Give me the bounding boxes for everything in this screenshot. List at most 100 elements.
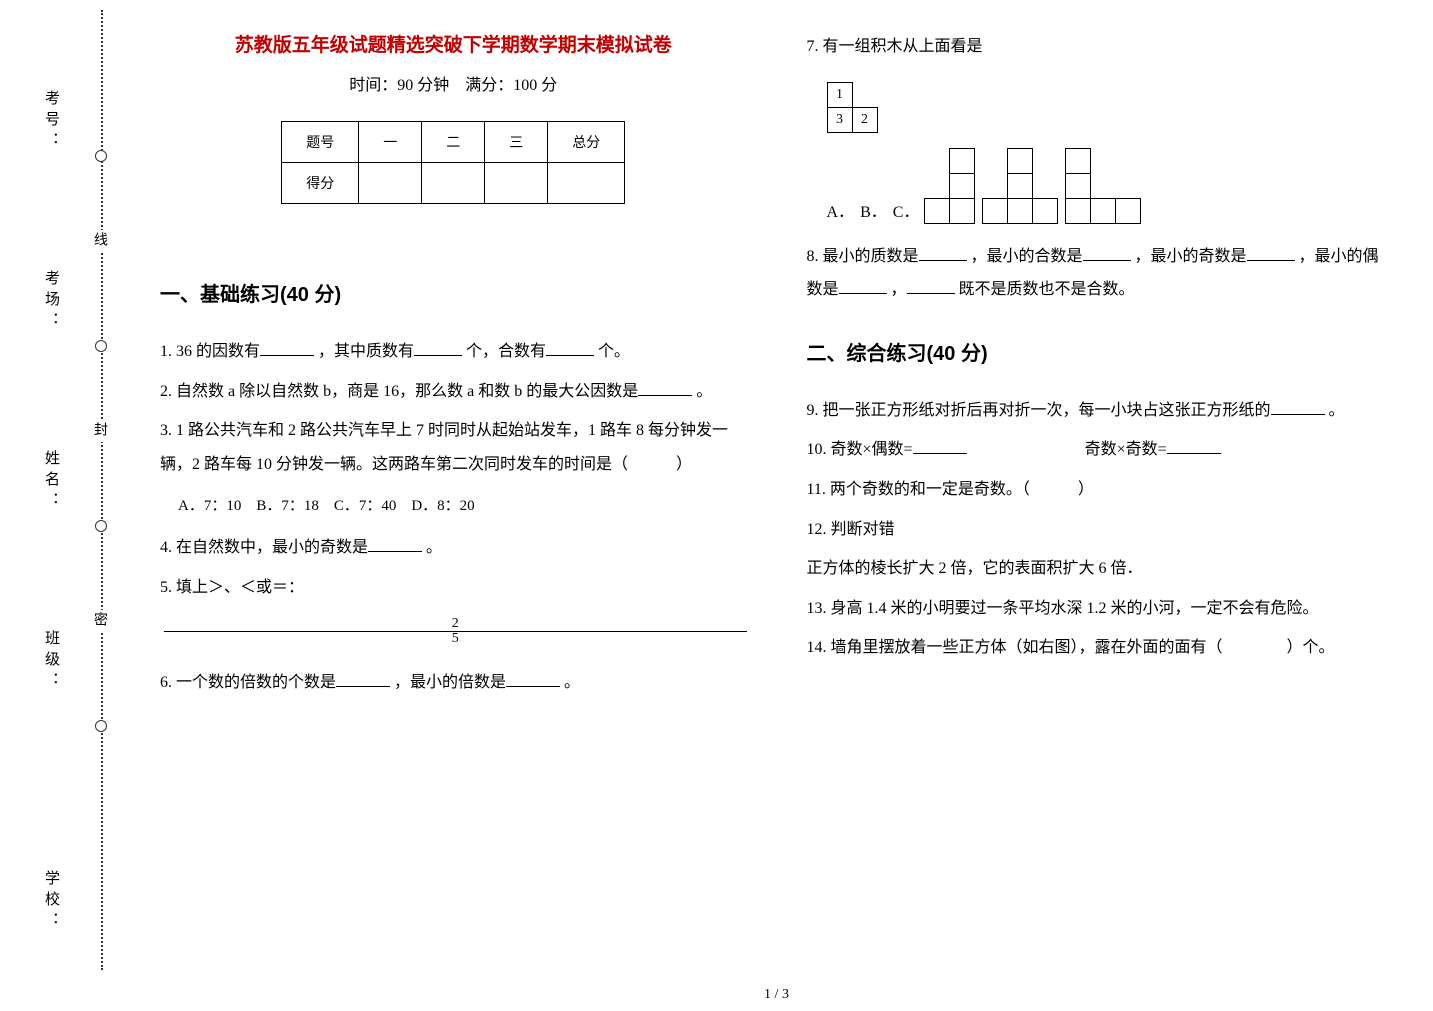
binding-sidebar: 考号： 考场： 姓名： 班级： 学校： 线 封 密 <box>0 0 120 1011</box>
q-text: 1. 36 的因数有 <box>160 343 260 360</box>
blank <box>913 438 967 454</box>
question-10: 10. 奇数×偶数= 奇数×奇数= <box>807 433 1394 467</box>
q-text: 12. 判断对错 <box>807 521 895 538</box>
question-9: 9. 把一张正方形纸对折后再对折一次，每一小块占这张正方形纸的 。 <box>807 394 1394 428</box>
q-text: 14. 墙角里摆放着一些正方体（如右图），露在外面的面有（ ）个。 <box>807 639 1335 656</box>
question-12: 12. 判断对错 <box>807 513 1394 547</box>
q-text: ，其中质数有 <box>318 343 414 360</box>
q-text: 11. 两个奇数的和一定是奇数。（ ） <box>807 481 1094 498</box>
fraction-2-5: 2 5 <box>164 617 747 646</box>
q-text: 。 <box>564 674 580 691</box>
q-text: 。 <box>1329 402 1345 419</box>
page-number: 1 / 3 <box>764 987 789 1003</box>
blank <box>368 536 422 552</box>
block-cell: 3 <box>827 107 853 133</box>
blocks-row: 1 <box>827 82 1394 108</box>
question-7: 7. 有一组积木从上面看是 <box>807 30 1394 64</box>
blank <box>414 340 462 356</box>
circle-marker <box>95 150 107 162</box>
question-2: 2. 自然数 a 除以自然数 b，商是 16，那么数 a 和数 b 的最大公因数… <box>160 375 747 409</box>
q-text: 13. 身高 1.4 米的小明要过一条平均水深 1.2 米的小河，一定不会有危险… <box>807 600 1319 617</box>
section-2-title: 二、综合练习(40 分) <box>807 337 1394 366</box>
q-text: 正方体的棱长扩大 2 倍，它的表面积扩大 6 倍． <box>807 560 1143 577</box>
sidebar-label-name: 姓名： <box>41 450 62 513</box>
blank <box>336 671 390 687</box>
q-text: 2. 自然数 a 除以自然数 b，商是 16，那么数 a 和数 b 的最大公因数… <box>160 383 638 400</box>
question-5: 5. 填上＞、＜或＝： <box>160 571 747 605</box>
blank <box>260 340 314 356</box>
q-text: 6. 一个数的倍数的个数是 <box>160 674 336 691</box>
question-12-body: 正方体的棱长扩大 2 倍，它的表面积扩大 6 倍． <box>807 552 1394 586</box>
option-label-b: B． <box>860 198 887 224</box>
q7-top-view: 1 32 <box>827 82 1394 133</box>
paper-subtitle: 时间：90 分钟 满分：100 分 <box>160 71 747 95</box>
question-14: 14. 墙角里摆放着一些正方体（如右图），露在外面的面有（ ）个。 <box>807 631 1394 665</box>
blank <box>1271 399 1325 415</box>
option-label-c: C． <box>893 198 920 224</box>
q-text: 8. 最小的质数是 <box>807 248 919 265</box>
score-table: 题号 一 二 三 总分 得分 <box>281 121 625 204</box>
sidebar-label-room: 考场： <box>41 270 62 333</box>
score-cell <box>485 163 548 204</box>
q-text: ，最小的倍数是 <box>394 674 506 691</box>
score-row-label: 得分 <box>282 163 359 204</box>
blocks-row: 32 <box>827 107 1394 133</box>
question-11: 11. 两个奇数的和一定是奇数。（ ） <box>807 473 1394 507</box>
blank <box>546 340 594 356</box>
blank <box>919 245 967 261</box>
q-text: 。 <box>426 539 442 556</box>
score-col-header: 总分 <box>548 122 625 163</box>
q-text: 5. 填上＞、＜或＝： <box>160 579 304 596</box>
score-col-header: 一 <box>359 122 422 163</box>
sidebar-label-examno: 考号： <box>41 90 62 153</box>
seal-text-xian: 线 <box>89 230 109 252</box>
question-4: 4. 在自然数中，最小的奇数是 。 <box>160 531 747 565</box>
sidebar-label-school: 学校： <box>41 870 62 933</box>
table-row: 题号 一 二 三 总分 <box>282 122 625 163</box>
q-text: 个，合数有 <box>466 343 546 360</box>
content-area: 苏教版五年级试题精选突破下学期数学期末模拟试卷 时间：90 分钟 满分：100 … <box>120 0 1433 1011</box>
option-label-a: A． <box>827 198 855 224</box>
q-text: ， <box>891 281 907 298</box>
q-text: 个。 <box>598 343 630 360</box>
score-cell <box>359 163 422 204</box>
score-col-header: 三 <box>485 122 548 163</box>
q-text: 既不是质数也不是合数。 <box>959 281 1135 298</box>
question-3-options: A．7：10 B．7：18 C．7：40 D．8：20 <box>178 491 747 521</box>
blank <box>1083 245 1131 261</box>
table-row: 得分 <box>282 163 625 204</box>
q-text: 9. 把一张正方形纸对折后再对折一次，每一小块占这张正方形纸的 <box>807 402 1271 419</box>
blank <box>1247 245 1295 261</box>
q-text: 3. 1 路公共汽车和 2 路公共汽车早上 7 时同时从起始站发车，1 路车 8… <box>160 422 728 473</box>
left-column: 苏教版五年级试题精选突破下学期数学期末模拟试卷 时间：90 分钟 满分：100 … <box>160 30 747 991</box>
block-cell: 1 <box>827 82 853 108</box>
q-text: 4. 在自然数中，最小的奇数是 <box>160 539 368 556</box>
q-text: ，最小的合数是 <box>971 248 1083 265</box>
shape-a <box>925 149 975 224</box>
fraction-numerator: 2 <box>164 617 747 632</box>
circle-marker <box>95 520 107 532</box>
q-text: 10. 奇数×偶数= <box>807 441 913 458</box>
circle-marker <box>95 340 107 352</box>
section-1-title: 一、基础练习(40 分) <box>160 278 747 307</box>
q-text: 奇数×奇数= <box>1085 441 1167 458</box>
fraction-denominator: 5 <box>164 632 747 646</box>
blank <box>638 380 692 396</box>
question-13: 13. 身高 1.4 米的小明要过一条平均水深 1.2 米的小河，一定不会有危险… <box>807 592 1394 626</box>
sidebar-label-class: 班级： <box>41 630 62 693</box>
score-cell <box>548 163 625 204</box>
question-3: 3. 1 路公共汽车和 2 路公共汽车早上 7 时同时从起始站发车，1 路车 8… <box>160 414 747 481</box>
score-col-header: 题号 <box>282 122 359 163</box>
shape-c <box>1066 149 1141 224</box>
shape-b <box>983 149 1058 224</box>
blank <box>839 278 887 294</box>
blank <box>907 278 955 294</box>
question-1: 1. 36 的因数有 ，其中质数有 个，合数有 个。 <box>160 335 747 369</box>
q7-options-row: A． B． C． <box>827 149 1394 224</box>
q-text: ，最小的奇数是 <box>1135 248 1247 265</box>
score-cell <box>422 163 485 204</box>
right-column: 7. 有一组积木从上面看是 1 32 A． B． C． <box>807 30 1394 991</box>
seal-text-feng: 封 <box>89 420 109 442</box>
blank <box>506 671 560 687</box>
question-8: 8. 最小的质数是 ，最小的合数是 ，最小的奇数是 ，最小的偶数是 ， 既不是质… <box>807 240 1394 307</box>
